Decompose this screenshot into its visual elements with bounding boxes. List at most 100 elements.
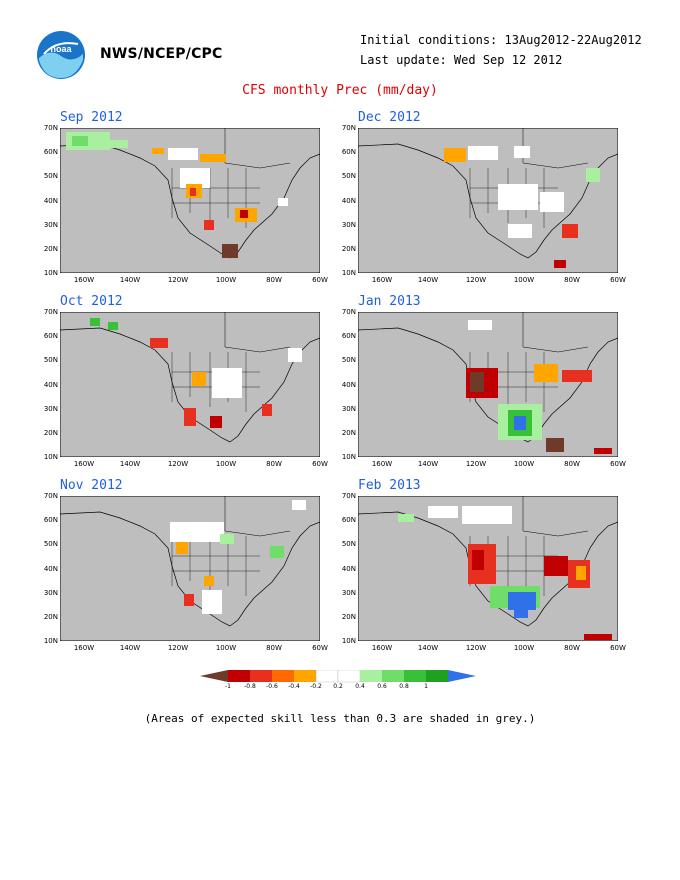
legend-tick-label: -0.8 xyxy=(244,683,256,690)
lat-tick-label: 30N xyxy=(43,404,58,413)
lon-tick-label: 100W xyxy=(215,644,237,652)
map-panel xyxy=(60,128,320,273)
lat-tick-label: 30N xyxy=(341,220,356,229)
lon-tick-label: 60W xyxy=(312,276,328,284)
lon-tick-label: 140W xyxy=(119,276,141,284)
legend-swatch xyxy=(200,670,228,682)
lon-tick-label: 160W xyxy=(371,276,393,284)
lat-tick-label: 70N xyxy=(43,492,58,500)
lon-tick-label: 100W xyxy=(513,276,535,284)
lat-tick-label: 20N xyxy=(341,428,356,437)
lon-tick-label: 140W xyxy=(119,644,141,652)
lon-tick-label: 140W xyxy=(417,460,439,468)
lon-tick-label: 80W xyxy=(564,644,580,652)
legend-tick-label: 0.2 xyxy=(333,683,343,690)
lat-tick-label: 20N xyxy=(341,612,356,621)
legend-tick-label: -1 xyxy=(225,683,231,690)
lat-tick-label: 10N xyxy=(341,453,356,461)
lat-tick-label: 70N xyxy=(341,124,356,132)
legend-swatch xyxy=(315,670,339,683)
legend-tick-label: 0.4 xyxy=(355,683,365,690)
legend-tick-label: 0.6 xyxy=(377,683,387,690)
lon-tick-label: 60W xyxy=(610,276,626,284)
lon-tick-label: 160W xyxy=(73,460,95,468)
lat-tick-label: 10N xyxy=(43,637,58,645)
lon-tick-label: 120W xyxy=(167,460,189,468)
legend-swatch xyxy=(360,670,382,682)
lat-tick-label: 20N xyxy=(43,244,58,253)
anomaly-cells xyxy=(444,146,600,268)
lat-tick-label: 40N xyxy=(341,564,356,573)
lon-tick-label: 160W xyxy=(371,460,393,468)
lat-tick-label: 60N xyxy=(43,148,58,157)
lon-tick-label: 100W xyxy=(215,460,237,468)
lon-tick-label: 60W xyxy=(610,644,626,652)
lon-tick-label: 80W xyxy=(564,460,580,468)
lat-tick-label: 50N xyxy=(43,172,58,181)
legend-swatch xyxy=(337,670,361,683)
panel-title: Feb 2013 xyxy=(358,478,421,493)
anomaly-cells xyxy=(398,506,612,640)
lat-tick-label: 10N xyxy=(341,269,356,277)
legend-swatch xyxy=(294,670,316,682)
map-panel xyxy=(358,496,618,641)
lon-tick-label: 120W xyxy=(465,644,487,652)
figure-title: CFS monthly Prec (mm/day) xyxy=(242,83,438,98)
panel-title: Nov 2012 xyxy=(60,478,123,493)
map-panel xyxy=(358,128,618,273)
lat-tick-label: 60N xyxy=(341,516,356,525)
legend-swatch xyxy=(272,670,294,682)
last-update: Last update: Wed Sep 12 2012 xyxy=(360,53,563,67)
lat-tick-label: 60N xyxy=(341,148,356,157)
lat-tick-label: 40N xyxy=(341,196,356,205)
legend-swatch xyxy=(382,670,404,682)
color-scale-legend xyxy=(200,670,476,683)
map-panel xyxy=(60,312,320,457)
lat-tick-label: 20N xyxy=(341,244,356,253)
legend-swatch xyxy=(448,670,476,682)
anomaly-cells xyxy=(466,320,612,454)
lat-tick-label: 30N xyxy=(43,588,58,597)
lat-tick-label: 50N xyxy=(43,356,58,365)
lon-tick-label: 100W xyxy=(513,460,535,468)
lat-tick-label: 30N xyxy=(43,220,58,229)
lat-tick-label: 10N xyxy=(43,269,58,277)
lon-tick-label: 120W xyxy=(465,460,487,468)
lat-tick-label: 60N xyxy=(43,332,58,341)
lat-tick-label: 30N xyxy=(341,404,356,413)
lon-tick-label: 100W xyxy=(513,644,535,652)
lat-tick-label: 20N xyxy=(43,428,58,437)
legend-tick-label: -0.2 xyxy=(310,683,322,690)
lat-tick-label: 60N xyxy=(43,516,58,525)
lat-tick-label: 50N xyxy=(341,172,356,181)
lat-tick-label: 50N xyxy=(341,540,356,549)
lon-tick-label: 60W xyxy=(312,644,328,652)
anomaly-cells xyxy=(170,500,306,614)
lat-tick-label: 10N xyxy=(341,637,356,645)
lon-tick-label: 60W xyxy=(610,460,626,468)
legend-swatch xyxy=(228,670,250,682)
legend-tick-label: -0.6 xyxy=(266,683,278,690)
lon-tick-label: 60W xyxy=(312,460,328,468)
anomaly-cells xyxy=(90,318,302,428)
lon-tick-label: 80W xyxy=(564,276,580,284)
lon-tick-label: 140W xyxy=(417,276,439,284)
panel-title: Oct 2012 xyxy=(60,294,123,309)
lon-tick-label: 160W xyxy=(371,644,393,652)
lon-tick-label: 160W xyxy=(73,644,95,652)
legend-tick-label: 1 xyxy=(424,683,428,690)
panel-title: Jan 2013 xyxy=(358,294,421,309)
lat-tick-label: 40N xyxy=(43,380,58,389)
legend-tick-label: 0.8 xyxy=(399,683,409,690)
legend-swatch xyxy=(250,670,272,682)
agency-name: NWS/NCEP/CPC xyxy=(100,46,223,62)
map-panel xyxy=(60,496,320,641)
lon-tick-label: 140W xyxy=(417,644,439,652)
anomaly-cells xyxy=(66,132,288,258)
lon-tick-label: 80W xyxy=(266,460,282,468)
lon-tick-label: 80W xyxy=(266,644,282,652)
legend-swatch xyxy=(404,670,426,682)
legend-swatch xyxy=(426,670,448,682)
lat-tick-label: 70N xyxy=(43,124,58,132)
lon-tick-label: 100W xyxy=(215,276,237,284)
